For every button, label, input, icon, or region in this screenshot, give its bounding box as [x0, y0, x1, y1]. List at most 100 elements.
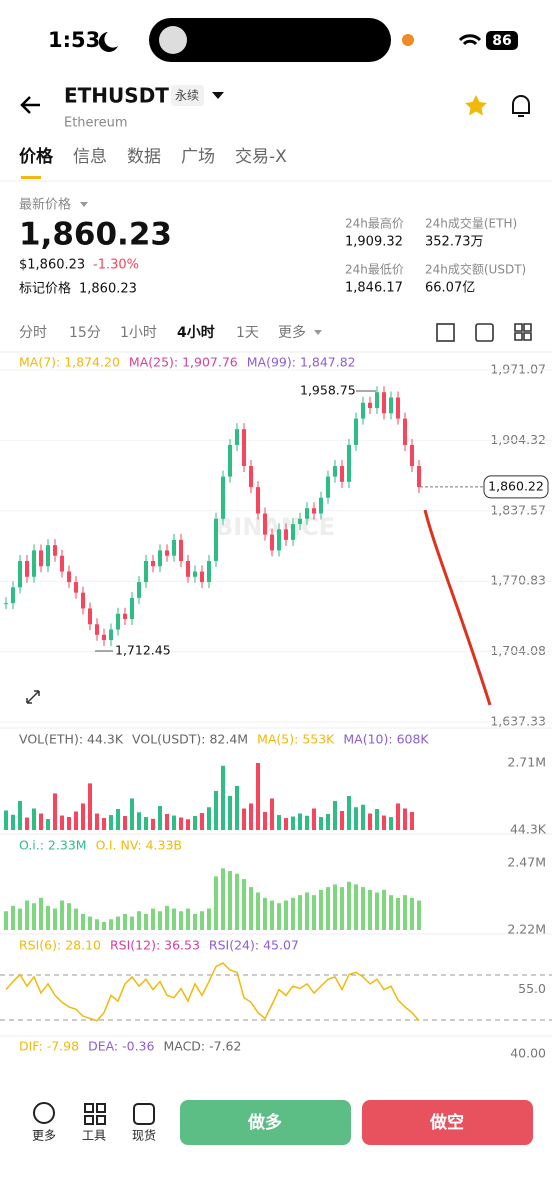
y-tick-label: 1,770.83	[490, 573, 546, 588]
dropdown[interactable]	[212, 92, 224, 99]
volume-bar	[207, 807, 211, 830]
oi-bar	[291, 897, 295, 930]
oi-bar	[18, 908, 22, 930]
volume-bar	[4, 810, 8, 830]
candle	[74, 582, 78, 593]
legend-entry: O.I. NV: 4.33B	[96, 838, 182, 853]
battery-level: 86	[492, 33, 511, 49]
moon	[98, 32, 118, 52]
volume-bar	[361, 804, 365, 830]
volume-bar	[340, 811, 344, 830]
mark-price: 1,860.23	[79, 282, 137, 297]
current-box	[483, 475, 549, 499]
oi-bar	[74, 908, 78, 930]
expand[interactable]	[26, 690, 40, 704]
candle	[256, 487, 260, 514]
candle	[18, 560, 22, 588]
icon-more[interactable]	[33, 1102, 55, 1124]
oi-bar	[25, 900, 29, 930]
candle	[270, 534, 274, 551]
interval[interactable]: 1小时	[120, 325, 157, 341]
interval[interactable]: 更多	[278, 324, 306, 341]
back[interactable]	[20, 96, 40, 114]
volume-bar	[88, 783, 92, 830]
volume-bar	[158, 805, 162, 830]
stat-value: 1,909.32	[345, 235, 403, 250]
y-tick-label: 1,704.08	[490, 643, 546, 658]
oi-bar	[32, 903, 36, 930]
tab[interactable]: 信息	[73, 147, 107, 167]
volume-bar	[46, 819, 50, 830]
icon-grid[interactable]	[514, 323, 532, 341]
tab[interactable]: 广场	[181, 147, 215, 167]
candle	[4, 603, 8, 605]
volume-bar	[249, 803, 253, 830]
oi-bar	[326, 887, 330, 930]
interval[interactable]: 1天	[236, 325, 259, 341]
tab[interactable]: 价格	[19, 146, 54, 167]
oi-bar	[81, 913, 85, 930]
oi-bar	[144, 913, 148, 930]
stat-value: 66.07亿	[425, 281, 475, 296]
oi-bar	[116, 916, 120, 930]
volume-bar	[102, 818, 106, 830]
oi-bar	[95, 919, 99, 930]
oi-bar	[158, 911, 162, 930]
candle	[305, 508, 309, 519]
volume-bar	[235, 785, 239, 830]
volume-bar	[60, 815, 64, 830]
oi-bar	[256, 892, 260, 930]
candle	[179, 539, 183, 561]
icon-fullscreen[interactable]	[436, 323, 455, 342]
stat-label: 24h成交量(ETH)	[425, 216, 517, 231]
oi-bar	[11, 905, 15, 930]
stat-label: 24h成交额(USDT)	[425, 262, 526, 277]
oi-bar	[179, 911, 183, 930]
tool-label[interactable]: 现货	[132, 1128, 156, 1143]
volume-bar	[375, 808, 379, 830]
island	[149, 18, 391, 62]
candle	[319, 497, 323, 514]
candle	[312, 508, 316, 514]
volume-bar	[396, 803, 400, 830]
volume-bar	[312, 808, 316, 830]
tab[interactable]: 数据	[127, 147, 161, 167]
legend-entry: MA(7): 1,874.20	[19, 355, 120, 370]
bell[interactable]	[512, 95, 530, 117]
volume-bar	[221, 765, 225, 830]
icon-tools[interactable]	[84, 1103, 106, 1125]
interval[interactable]: 15分	[69, 325, 101, 341]
candle	[53, 545, 57, 556]
volume-bar	[109, 815, 113, 830]
legend-entry: O.i.: 2.33M	[19, 838, 87, 853]
oi-bar	[284, 900, 288, 930]
candle	[116, 613, 120, 630]
price: 1,860.23	[19, 217, 172, 253]
avatar	[159, 26, 187, 54]
icon-indicator[interactable]	[475, 323, 494, 342]
interval[interactable]: 4小时	[177, 324, 215, 341]
current-label: 1,860.22	[488, 478, 544, 493]
volume-bar	[284, 818, 288, 830]
candle	[228, 444, 232, 477]
short-button[interactable]	[362, 1100, 533, 1145]
candle	[382, 392, 386, 414]
long-button[interactable]	[180, 1100, 351, 1145]
candle	[214, 518, 218, 561]
legend-entry: MA(99): 1,847.82	[247, 355, 356, 370]
legend-entry: MA(5): 553K	[257, 732, 335, 747]
tool-label[interactable]: 工具	[82, 1129, 106, 1143]
oi-bar	[333, 884, 337, 930]
icon-spot[interactable]	[133, 1103, 155, 1125]
long-label: 做多	[247, 1112, 282, 1133]
candle	[242, 429, 246, 467]
candle	[144, 560, 148, 583]
y-tick-label: 55.0	[518, 981, 546, 996]
tool-label[interactable]: 更多	[32, 1129, 56, 1143]
stat-label: 24h最高价	[345, 216, 404, 231]
star[interactable]	[465, 95, 487, 116]
volume-bar	[165, 814, 169, 830]
tab[interactable]: 交易-X	[235, 147, 287, 167]
interval[interactable]: 分时	[19, 325, 47, 341]
